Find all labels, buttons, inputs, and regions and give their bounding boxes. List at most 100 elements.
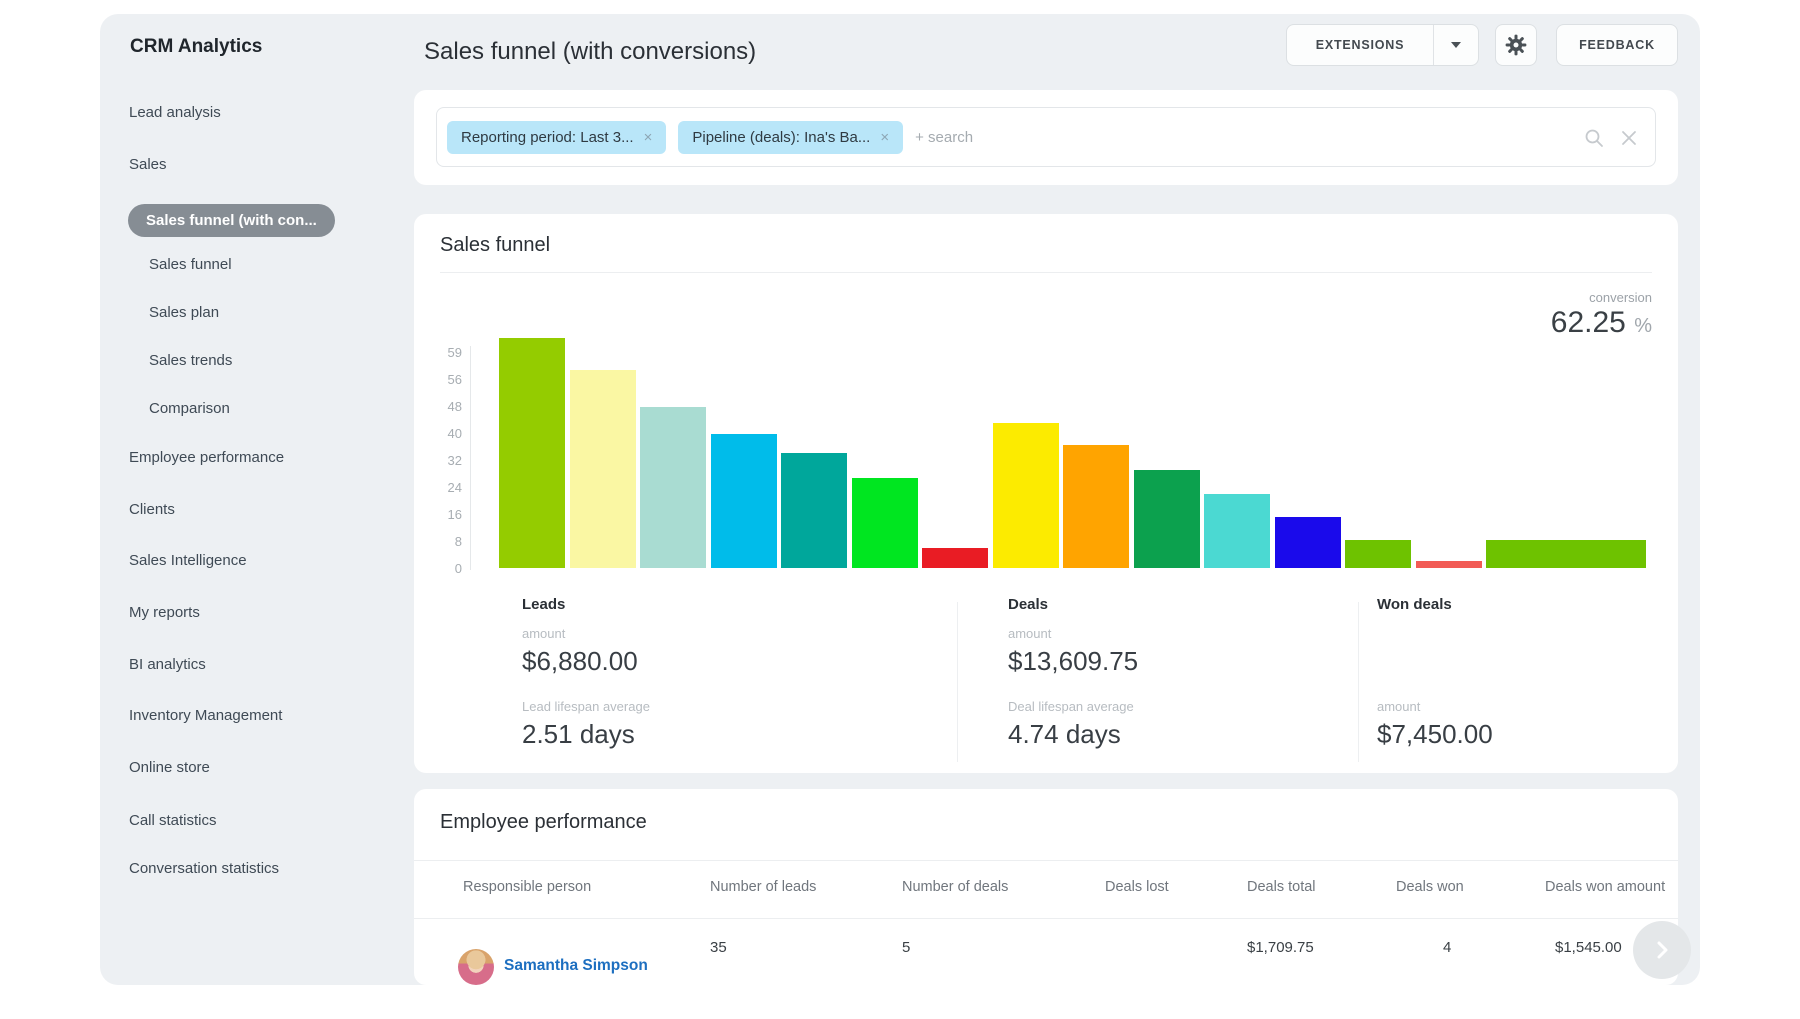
funnel-bar-4[interactable]: [711, 434, 777, 568]
funnel-bar-9[interactable]: [1063, 445, 1129, 568]
search-icon[interactable]: [1583, 127, 1605, 149]
sidebar-item-comparison[interactable]: Comparison: [149, 400, 230, 417]
table-cell: 4: [1443, 939, 1452, 956]
settings-button[interactable]: [1495, 24, 1537, 66]
scroll-right-button[interactable]: [1633, 921, 1691, 979]
y-axis-tick: 32: [447, 453, 462, 468]
won-deals-amount-value: $7,450.00: [1377, 719, 1493, 749]
column-header-3[interactable]: Deals lost: [1105, 879, 1169, 895]
column-header-4[interactable]: Deals total: [1247, 879, 1316, 895]
filter-chip-0[interactable]: Reporting period: Last 3... ×: [447, 120, 667, 154]
column-header-5[interactable]: Deals won: [1396, 879, 1464, 895]
y-axis-tick: 24: [447, 480, 462, 495]
funnel-bar-15[interactable]: [1486, 540, 1646, 568]
funnel-bar-10[interactable]: [1134, 470, 1200, 568]
employee-section-title: Employee performance: [440, 811, 647, 833]
leads-lifespan-value: 2.51 days: [522, 719, 635, 749]
funnel-bar-12[interactable]: [1275, 517, 1341, 568]
remove-filter-icon[interactable]: ×: [880, 128, 890, 146]
sidebar-item-call-statistics[interactable]: Call statistics: [129, 812, 217, 829]
y-axis-tick: 8: [454, 534, 462, 549]
funnel-bar-14[interactable]: [1416, 561, 1482, 568]
filter-chip-1[interactable]: Pipeline (deals): Ina's Ba... ×: [678, 120, 904, 154]
column-header-0[interactable]: Responsible person: [463, 879, 592, 895]
sidebar-item-employee-performance[interactable]: Employee performance: [129, 449, 285, 466]
funnel-bar-3[interactable]: [640, 407, 706, 568]
leads-amount-label: amount: [522, 626, 566, 641]
responsible-person-link[interactable]: Samantha Simpson: [504, 957, 648, 974]
feedback-button[interactable]: FEEDBACK: [1556, 24, 1678, 66]
sidebar-item-sales-funnel-with-con[interactable]: Sales funnel (with con...: [128, 204, 335, 237]
leads-amount-value: $6,880.00: [522, 646, 638, 676]
clear-search-icon[interactable]: [1619, 128, 1639, 148]
deals-stat-title: Deals: [1008, 596, 1049, 613]
chevron-down-icon: [1451, 42, 1461, 48]
divider: [414, 860, 1678, 861]
sidebar-item-lead-analysis[interactable]: Lead analysis: [129, 104, 221, 121]
filter-card: Reporting period: Last 3... × Pipeline (de…: [414, 90, 1678, 185]
divider: [414, 918, 1678, 919]
sidebar-item-conversation-statistics[interactable]: Conversation statistics: [129, 860, 280, 877]
chevron-right-icon: [1657, 941, 1668, 959]
sidebar-item-sales[interactable]: Sales: [129, 156, 167, 173]
gear-icon: [1505, 34, 1527, 56]
divider: [1358, 602, 1359, 762]
column-header-2[interactable]: Number of deals: [902, 879, 1009, 895]
conversion-unit: %: [1634, 315, 1652, 337]
funnel-bar-8[interactable]: [993, 423, 1059, 568]
funnel-bar-7[interactable]: [922, 548, 988, 568]
sidebar-item-sales-intelligence[interactable]: Sales Intelligence: [129, 552, 247, 569]
page-title: Sales funnel (with conversions): [424, 38, 757, 65]
y-axis-tick: 0: [454, 561, 462, 576]
funnel-bar-2[interactable]: [570, 370, 636, 568]
divider: [440, 272, 1652, 273]
remove-filter-icon[interactable]: ×: [643, 128, 653, 146]
sidebar-item-sales-plan[interactable]: Sales plan: [149, 304, 220, 321]
deals-amount-label: amount: [1008, 626, 1052, 641]
table-cell: $1,545.00: [1555, 939, 1622, 956]
sidebar-item-sales-funnel[interactable]: Sales funnel: [149, 256, 232, 273]
funnel-bar-13[interactable]: [1345, 540, 1411, 568]
deals-lifespan-value: 4.74 days: [1008, 719, 1121, 749]
divider: [957, 602, 958, 762]
column-header-1[interactable]: Number of leads: [710, 879, 817, 895]
sidebar-item-clients[interactable]: Clients: [129, 501, 175, 518]
app-logo: CRM Analytics: [130, 36, 263, 57]
filter-search-input[interactable]: Reporting period: Last 3... × Pipeline (de…: [436, 107, 1656, 167]
funnel-bar-6[interactable]: [852, 478, 918, 568]
y-axis-tick: 16: [447, 507, 462, 522]
funnel-bar-1[interactable]: [499, 338, 565, 568]
funnel-bar-5[interactable]: [781, 453, 847, 568]
sidebar-item-sales-trends[interactable]: Sales trends: [149, 352, 233, 369]
won-deals-amount-label: amount: [1377, 699, 1421, 714]
sidebar-item-my-reports[interactable]: My reports: [129, 604, 200, 621]
extensions-split-button: EXTENSIONS: [1286, 24, 1479, 66]
conversion-value: 62.25 %: [1550, 306, 1652, 339]
deals-amount-value: $13,609.75: [1008, 646, 1139, 676]
sidebar-item-online-store[interactable]: Online store: [129, 759, 210, 776]
y-axis-line: [470, 346, 471, 570]
table-cell: $1,709.75: [1247, 939, 1314, 956]
column-header-6[interactable]: Deals won amount: [1545, 879, 1666, 895]
extensions-dropdown-button[interactable]: [1433, 25, 1478, 65]
search-placeholder: + search: [915, 128, 974, 146]
app-window: CRM Analytics Lead analysis Sales Sales fu…: [100, 14, 1700, 985]
won-deals-stat-title: Won deals: [1377, 596, 1452, 613]
y-axis-tick: 56: [447, 372, 462, 387]
conversion-label: conversion: [1589, 290, 1652, 305]
employee-performance-card: Employee performance Responsible person N…: [414, 789, 1678, 985]
leads-lifespan-label: Lead lifespan average: [522, 699, 650, 714]
extensions-button[interactable]: EXTENSIONS: [1315, 38, 1405, 52]
sales-funnel-card: Sales funnel conversion 62.25 % 0 8 16 24 32…: [414, 214, 1678, 773]
deals-lifespan-label: Deal lifespan average: [1008, 699, 1134, 714]
sidebar-item-bi-analytics[interactable]: BI analytics: [129, 656, 206, 673]
y-axis-tick: 48: [447, 399, 462, 414]
table-cell: 5: [902, 939, 911, 956]
funnel-bar-11[interactable]: [1204, 494, 1270, 568]
filter-chip-label: Pipeline (deals): Ina's Ba...: [692, 128, 871, 146]
y-axis-tick: 59: [447, 345, 462, 360]
sidebar-item-inventory-management[interactable]: Inventory Management: [129, 707, 283, 724]
y-axis-tick: 40: [447, 426, 462, 441]
filter-chip-label: Reporting period: Last 3...: [461, 128, 634, 146]
leads-stat-title: Leads: [522, 596, 566, 613]
